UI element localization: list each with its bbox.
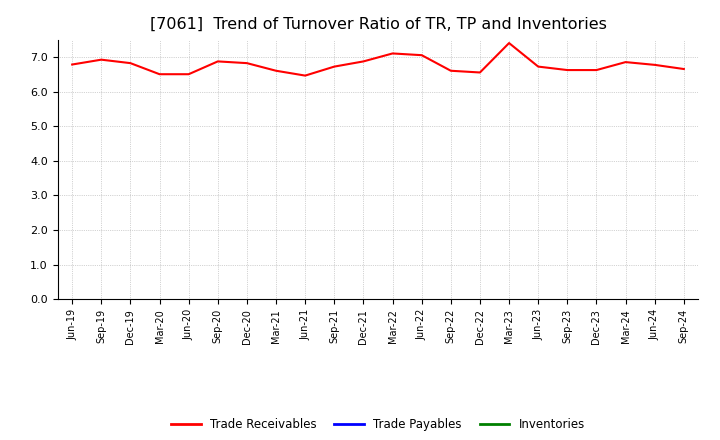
- Title: [7061]  Trend of Turnover Ratio of TR, TP and Inventories: [7061] Trend of Turnover Ratio of TR, TP…: [150, 16, 606, 32]
- Legend: Trade Receivables, Trade Payables, Inventories: Trade Receivables, Trade Payables, Inven…: [166, 414, 590, 436]
